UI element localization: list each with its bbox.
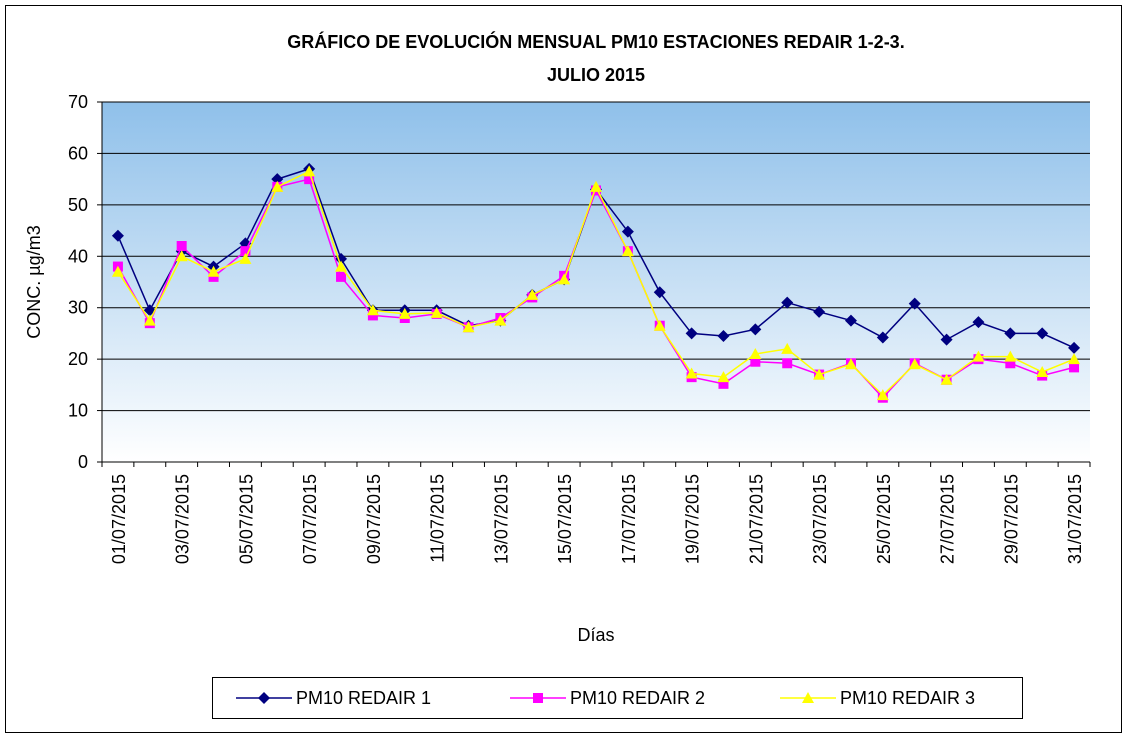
x-tick-label: 11/07/2015 bbox=[428, 474, 448, 563]
marker bbox=[844, 358, 857, 370]
marker bbox=[908, 297, 921, 310]
x-axis-label: Días bbox=[577, 625, 614, 645]
marker bbox=[749, 323, 762, 336]
y-tick-label: 50 bbox=[68, 195, 88, 215]
y-axis-label: CONC. µg/m3 bbox=[24, 225, 44, 338]
marker bbox=[303, 165, 316, 177]
marker bbox=[621, 225, 634, 238]
legend-marker bbox=[533, 693, 543, 703]
marker bbox=[813, 305, 826, 318]
marker bbox=[335, 260, 348, 272]
x-tick-label: 15/07/2015 bbox=[555, 474, 575, 564]
plot-area bbox=[102, 102, 1090, 462]
marker bbox=[940, 373, 953, 385]
x-tick-label: 23/07/2015 bbox=[810, 474, 830, 564]
marker bbox=[336, 271, 347, 282]
marker bbox=[940, 333, 953, 346]
x-tick-label: 19/07/2015 bbox=[683, 474, 703, 564]
x-tick-label: 27/07/2015 bbox=[938, 474, 958, 564]
marker bbox=[111, 265, 124, 277]
marker bbox=[781, 296, 794, 309]
marker bbox=[526, 288, 539, 300]
x-tick-label: 17/07/2015 bbox=[619, 474, 639, 564]
marker bbox=[208, 271, 219, 282]
marker bbox=[304, 174, 315, 185]
marker bbox=[175, 250, 188, 262]
marker bbox=[718, 378, 729, 389]
marker bbox=[653, 319, 666, 331]
marker bbox=[462, 321, 475, 333]
marker bbox=[781, 342, 794, 354]
marker bbox=[207, 265, 220, 277]
x-tick-label: 21/07/2015 bbox=[746, 474, 766, 564]
marker bbox=[398, 307, 411, 319]
marker bbox=[653, 286, 666, 299]
y-tick-label: 60 bbox=[68, 143, 88, 163]
marker bbox=[782, 358, 793, 369]
y-tick-label: 20 bbox=[68, 349, 88, 369]
marker bbox=[494, 314, 507, 326]
marker bbox=[813, 368, 826, 380]
marker bbox=[717, 330, 730, 342]
marker bbox=[717, 371, 730, 383]
marker bbox=[176, 241, 187, 251]
marker bbox=[750, 356, 761, 367]
chart-subtitle: JULIO 2015 bbox=[547, 65, 645, 85]
legend bbox=[212, 677, 1023, 719]
marker bbox=[876, 331, 889, 344]
marker bbox=[1068, 353, 1081, 365]
marker bbox=[430, 306, 443, 318]
legend-marker bbox=[802, 692, 814, 703]
marker bbox=[908, 358, 921, 370]
marker bbox=[1068, 341, 1081, 354]
marker bbox=[558, 273, 571, 285]
chart-title: GRÁFICO DE EVOLUCIÓN MENSUAL PM10 ESTACI… bbox=[287, 31, 904, 52]
marker bbox=[972, 316, 985, 329]
x-tick-label: 05/07/2015 bbox=[236, 474, 256, 564]
marker bbox=[367, 310, 378, 321]
marker bbox=[1069, 362, 1080, 373]
y-tick-label: 10 bbox=[68, 401, 88, 421]
marker bbox=[621, 245, 634, 257]
x-tick-label: 03/07/2015 bbox=[173, 474, 193, 564]
x-tick-label: 13/07/2015 bbox=[491, 474, 511, 564]
marker bbox=[876, 389, 889, 401]
marker bbox=[239, 252, 252, 264]
x-tick-label: 07/07/2015 bbox=[300, 474, 320, 564]
y-tick-label: 0 bbox=[78, 452, 88, 472]
y-tick-label: 30 bbox=[68, 298, 88, 318]
marker bbox=[1036, 327, 1049, 340]
marker bbox=[1004, 327, 1017, 340]
x-tick-label: 09/07/2015 bbox=[364, 474, 384, 564]
marker bbox=[1004, 350, 1017, 362]
legend-label: PM10 REDAIR 3 bbox=[840, 688, 975, 708]
legend-label: PM10 REDAIR 2 bbox=[570, 688, 705, 708]
marker bbox=[685, 327, 698, 340]
marker bbox=[972, 350, 985, 362]
legend-label: PM10 REDAIR 1 bbox=[296, 688, 431, 708]
marker bbox=[1005, 358, 1016, 369]
x-tick-label: 29/07/2015 bbox=[1001, 474, 1021, 564]
x-tick-label: 31/07/2015 bbox=[1065, 474, 1085, 564]
marker bbox=[366, 304, 379, 316]
marker bbox=[844, 314, 857, 327]
marker bbox=[271, 180, 284, 192]
x-tick-label: 25/07/2015 bbox=[874, 474, 894, 564]
y-tick-label: 40 bbox=[68, 246, 88, 266]
y-tick-label: 70 bbox=[68, 92, 88, 112]
marker bbox=[590, 180, 602, 192]
marker bbox=[111, 229, 124, 242]
legend-marker bbox=[258, 692, 270, 704]
marker bbox=[749, 348, 762, 359]
marker bbox=[685, 367, 698, 379]
marker bbox=[240, 246, 251, 257]
x-tick-label: 01/07/2015 bbox=[109, 474, 129, 564]
marker bbox=[143, 314, 156, 326]
marker bbox=[1036, 366, 1049, 377]
